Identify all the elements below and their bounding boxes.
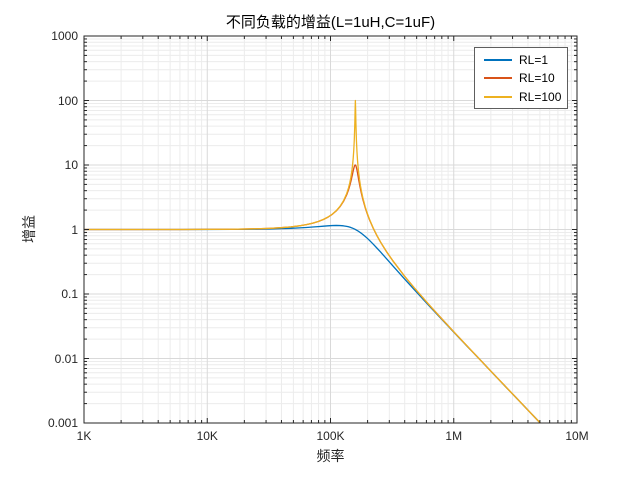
y-tick-label: 0.01 — [54, 351, 78, 366]
legend-line-sample-icon — [484, 95, 512, 98]
x-axis-label: 频率 — [316, 448, 345, 464]
y-tick-label: 100 — [57, 93, 78, 108]
legend-label: RL=100 — [519, 89, 562, 104]
series-curve-rl100 — [84, 99, 541, 423]
chart-title: 不同负载的增益(L=1uH,C=1uF) — [225, 14, 436, 31]
x-tick-label: 1M — [445, 429, 463, 443]
x-tick-label: 100K — [316, 429, 345, 443]
y-tick-label: 1000 — [51, 29, 78, 43]
series-curve-rl1 — [84, 224, 541, 423]
legend-entry: RL=1 — [484, 53, 567, 67]
y-tick-label: 0.001 — [47, 416, 78, 430]
legend-entry: RL=10 — [484, 71, 567, 85]
legend-label: RL=1 — [519, 52, 549, 67]
x-tick-label: 10K — [196, 429, 218, 443]
y-tick-label: 0.1 — [61, 287, 78, 301]
legend-box: RL=1 RL=10 RL=100 — [474, 47, 568, 109]
legend-line-sample-icon — [484, 77, 512, 79]
legend-line-sample-icon — [484, 58, 512, 61]
y-tick-label: 10 — [64, 158, 78, 172]
legend-label: RL=10 — [519, 71, 555, 85]
y-tick-label: 1 — [71, 222, 78, 237]
x-tick-label: 10M — [565, 429, 589, 443]
legend-entry: RL=100 — [484, 90, 567, 104]
x-tick-label: 1K — [76, 429, 92, 443]
